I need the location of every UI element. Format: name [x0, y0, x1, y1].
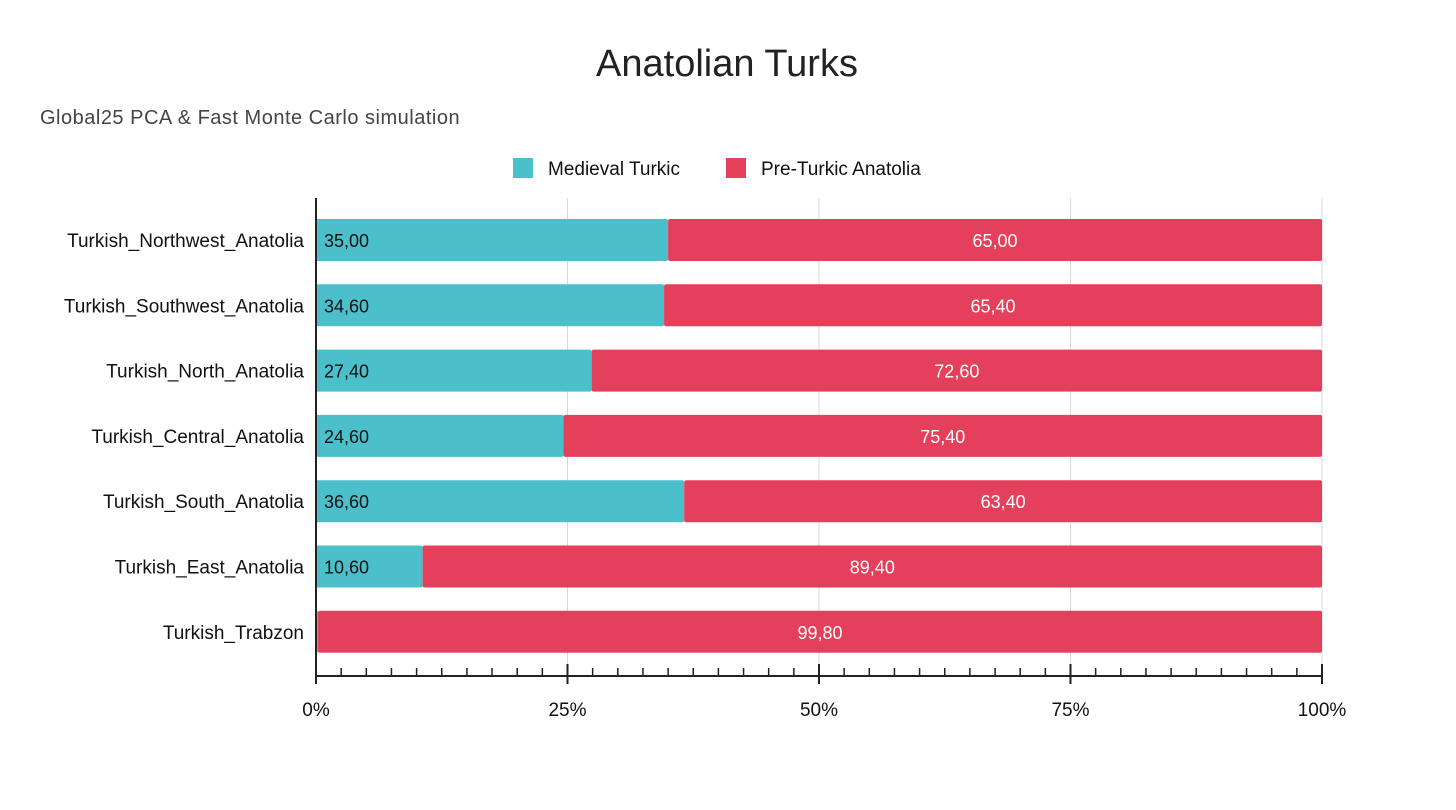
- bar-medieval-turkic: [316, 480, 685, 523]
- category-label: Turkish_Southwest_Anatolia: [64, 296, 305, 317]
- data-label-pre-turkic-anatolia: 99,80: [797, 623, 842, 643]
- chart-subtitle: Global25 PCA & Fast Monte Carlo simulati…: [40, 107, 460, 129]
- category-label: Turkish_South_Anatolia: [103, 492, 304, 513]
- data-label-medieval-turkic: 24,60: [324, 427, 369, 447]
- x-tick-label: 50%: [800, 700, 838, 721]
- category-label: Turkish_Northwest_Anatolia: [67, 231, 304, 252]
- data-label-medieval-turkic: 27,40: [324, 362, 369, 382]
- x-tick-label: 0%: [302, 700, 330, 721]
- bar-pre-turkic-anatolia: [591, 349, 1322, 392]
- x-tick-label: 100%: [1298, 700, 1347, 721]
- bar-medieval-turkic: [316, 414, 564, 457]
- category-label: Turkish_East_Anatolia: [115, 558, 305, 579]
- category-label: Turkish_Trabzon: [163, 623, 304, 644]
- legend-swatch-pre-turkic-anatolia: [726, 158, 746, 178]
- bar-pre-turkic-anatolia: [664, 284, 1322, 327]
- legend-label-pre-turkic-anatolia: Pre-Turkic Anatolia: [761, 159, 921, 180]
- data-label-pre-turkic-anatolia: 89,40: [850, 558, 895, 578]
- bar-medieval-turkic: [316, 349, 592, 392]
- x-tick-label: 75%: [1051, 700, 1089, 721]
- legend-label-medieval-turkic: Medieval Turkic: [548, 159, 680, 180]
- category-label: Turkish_Central_Anatolia: [91, 427, 304, 448]
- bars: Turkish_Northwest_Anatolia 35,00 65,00 Turk…: [64, 219, 1323, 653]
- data-label-medieval-turkic: 10,60: [324, 558, 369, 578]
- chart-title: Anatolian Turks: [596, 43, 858, 85]
- legend-swatch-medieval-turkic: [513, 158, 533, 178]
- data-label-medieval-turkic: 34,60: [324, 296, 369, 316]
- data-label-pre-turkic-anatolia: 65,40: [971, 296, 1016, 316]
- bar-medieval-turkic: [316, 284, 665, 327]
- data-label-pre-turkic-anatolia: 75,40: [920, 427, 965, 447]
- bar-pre-turkic-anatolia: [563, 414, 1322, 457]
- bar-pre-turkic-anatolia: [668, 219, 1322, 261]
- data-label-medieval-turkic: 35,00: [324, 231, 369, 251]
- category-label: Turkish_North_Anatolia: [106, 362, 304, 383]
- bar-medieval-turkic: [316, 545, 423, 588]
- data-label-medieval-turkic: 36,60: [324, 492, 369, 512]
- bar-pre-turkic-anatolia: [318, 610, 1323, 653]
- data-label-pre-turkic-anatolia: 72,60: [934, 362, 979, 382]
- legend: Medieval Turkic Pre-Turkic Anatolia: [513, 158, 921, 180]
- bar-pre-turkic-anatolia: [422, 545, 1322, 588]
- bar-pre-turkic-anatolia: [684, 480, 1322, 523]
- bar-medieval-turkic: [316, 219, 669, 261]
- data-label-pre-turkic-anatolia: 63,40: [981, 492, 1026, 512]
- x-tick-label: 25%: [548, 700, 586, 721]
- data-label-pre-turkic-anatolia: 65,00: [973, 231, 1018, 251]
- axes: 0% 25% 50% 75% 100%: [302, 198, 1346, 721]
